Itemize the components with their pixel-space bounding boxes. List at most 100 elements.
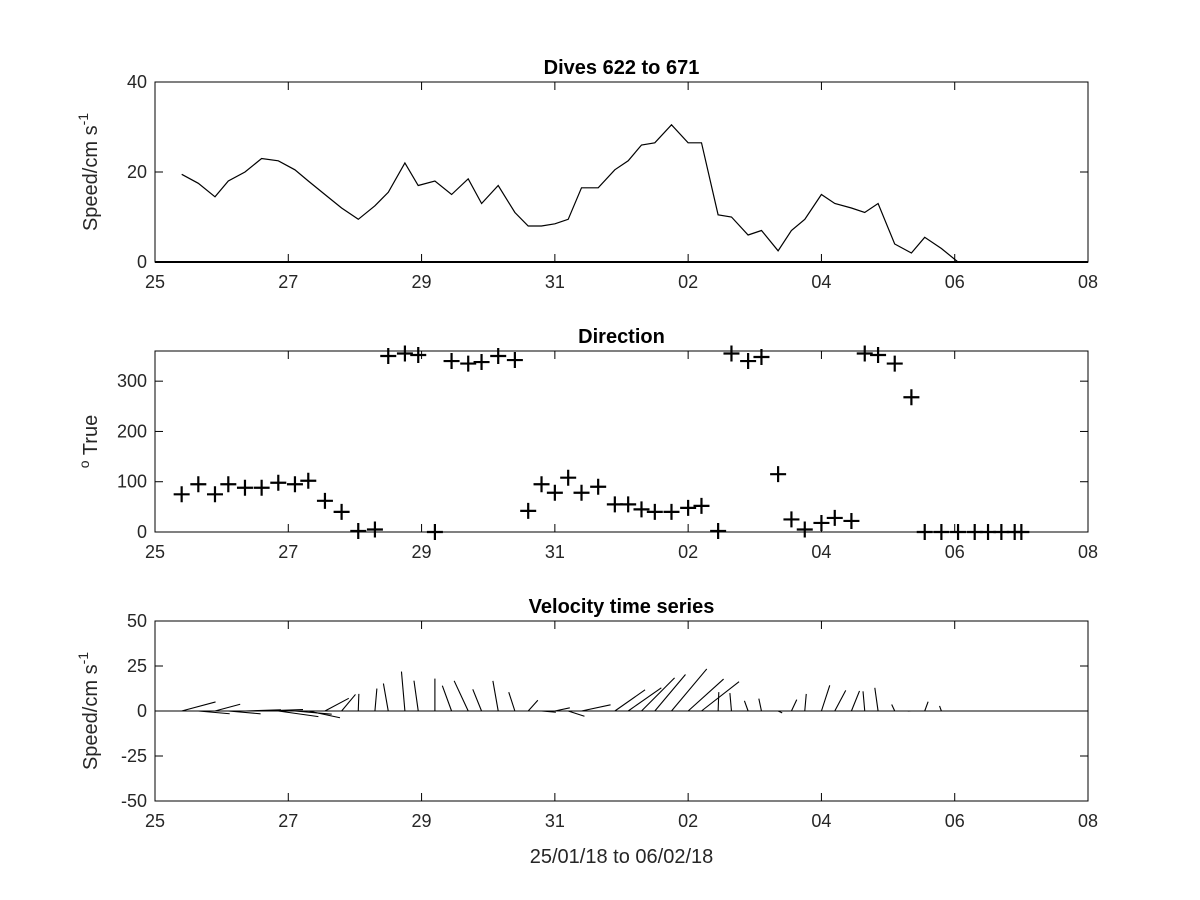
velocity-stick bbox=[472, 689, 483, 712]
direction-point bbox=[190, 476, 207, 493]
y-tick-label: 20 bbox=[127, 162, 147, 182]
x-tick-label: 04 bbox=[811, 542, 831, 562]
y-tick-label: 25 bbox=[127, 656, 147, 676]
velocity-stick bbox=[341, 694, 356, 712]
direction-point bbox=[710, 522, 727, 539]
velocity-stick bbox=[198, 710, 230, 715]
x-tick-label: 27 bbox=[278, 542, 298, 562]
direction-point bbox=[620, 496, 637, 513]
direction-point bbox=[783, 511, 800, 528]
y-tick-label: 300 bbox=[117, 371, 147, 391]
velocity-stick bbox=[687, 678, 724, 712]
velocity-stick bbox=[581, 704, 611, 712]
velocity-stick bbox=[508, 691, 516, 712]
velocity-stick bbox=[492, 680, 499, 712]
y-axis-label-text: True bbox=[80, 415, 102, 455]
direction-point bbox=[396, 345, 413, 362]
speed-series-line bbox=[181, 123, 1022, 263]
velocity-stick bbox=[541, 710, 556, 713]
direction-point bbox=[426, 524, 443, 540]
direction-point bbox=[856, 345, 873, 362]
speed-panel: 25 27 29 31 02 04 06 08 0 20 40 Dives 622 to 671 Spe… bbox=[75, 57, 1098, 292]
x-tick-label: 27 bbox=[278, 811, 298, 831]
direction-point bbox=[723, 345, 740, 362]
velocity-stick bbox=[278, 710, 319, 718]
velocity-stick bbox=[214, 703, 241, 712]
velocity-stick bbox=[627, 687, 662, 712]
y-axis-label: Speed/cm s-1 bbox=[75, 652, 102, 770]
velocity-stick bbox=[891, 704, 896, 712]
y-axis-label-exponent: -1 bbox=[75, 652, 91, 665]
direction-point bbox=[886, 355, 903, 372]
y-tick-label: 100 bbox=[117, 472, 147, 492]
direction-point bbox=[826, 509, 843, 526]
x-tick-label: 06 bbox=[945, 272, 965, 292]
velocity-stick bbox=[834, 690, 847, 712]
direction-point bbox=[520, 502, 537, 519]
x-tick-label: 04 bbox=[811, 811, 831, 831]
x-tick-label: 08 bbox=[1078, 811, 1098, 831]
velocity-stick bbox=[671, 668, 708, 712]
velocity-stick bbox=[850, 690, 861, 712]
velocity-stick bbox=[717, 692, 720, 712]
direction-point bbox=[770, 466, 787, 483]
x-tick-label: 29 bbox=[412, 811, 432, 831]
direction-point bbox=[546, 484, 563, 501]
y-axis-label: o True bbox=[76, 415, 102, 468]
x-tick-label: 08 bbox=[1078, 272, 1098, 292]
y-tick-label: -25 bbox=[121, 746, 147, 766]
velocity-stick bbox=[554, 707, 570, 712]
velocity-stick bbox=[641, 677, 675, 712]
y-axis-label-exponent: -1 bbox=[75, 113, 91, 126]
direction-point bbox=[220, 476, 237, 493]
y-tick-label: 50 bbox=[127, 611, 147, 631]
plot-area bbox=[154, 350, 1089, 533]
direction-panel: 25 27 29 31 02 04 06 08 0 100 200 300 Direction o Tru… bbox=[76, 326, 1098, 562]
velocity-stick bbox=[614, 689, 646, 712]
direction-point bbox=[693, 497, 710, 514]
velocity-stick bbox=[862, 691, 866, 712]
x-tick-label: 02 bbox=[678, 542, 698, 562]
direction-point bbox=[270, 474, 287, 491]
y-tick-label: 0 bbox=[137, 522, 147, 542]
x-tick-label: 29 bbox=[412, 272, 432, 292]
direction-point bbox=[916, 524, 933, 540]
velocity-stick bbox=[308, 710, 341, 719]
direction-point bbox=[286, 476, 303, 493]
velocity-stick bbox=[357, 693, 360, 712]
velocity-stick bbox=[374, 688, 378, 712]
velocity-stick bbox=[228, 710, 261, 715]
direction-point bbox=[460, 355, 477, 372]
direction-point bbox=[740, 353, 757, 370]
velocity-stick bbox=[701, 681, 740, 712]
direction-point bbox=[1013, 524, 1030, 540]
direction-point bbox=[633, 501, 650, 518]
velocity-stick bbox=[324, 697, 350, 712]
direction-point bbox=[843, 512, 860, 529]
y-tick-label: 40 bbox=[127, 72, 147, 92]
x-tick-label: 25 bbox=[145, 272, 165, 292]
x-tick-label: 27 bbox=[278, 272, 298, 292]
direction-point bbox=[813, 514, 830, 531]
velocity-stick bbox=[453, 680, 469, 712]
direction-point bbox=[506, 352, 523, 369]
x-tick-label: 08 bbox=[1078, 542, 1098, 562]
y-axis-label-text: Speed/cm s bbox=[80, 125, 102, 231]
panel-title: Dives 622 to 671 bbox=[544, 57, 700, 79]
direction-point bbox=[473, 354, 490, 371]
direction-point bbox=[680, 499, 697, 516]
velocity-stick bbox=[743, 700, 749, 712]
velocity-stick bbox=[181, 701, 216, 712]
velocity-stick bbox=[382, 683, 389, 712]
direction-point bbox=[410, 347, 427, 364]
direction-point bbox=[253, 479, 270, 496]
y-axis-label-prefix: o bbox=[76, 460, 92, 468]
panel-title: Direction bbox=[578, 326, 665, 348]
direction-point bbox=[796, 521, 813, 538]
direction-point bbox=[646, 503, 663, 520]
direction-point bbox=[753, 349, 770, 366]
velocity-stick bbox=[527, 699, 539, 712]
velocity-stick bbox=[729, 693, 733, 712]
velocity-stick bbox=[820, 685, 831, 712]
panel-title: Velocity time series bbox=[529, 596, 715, 618]
